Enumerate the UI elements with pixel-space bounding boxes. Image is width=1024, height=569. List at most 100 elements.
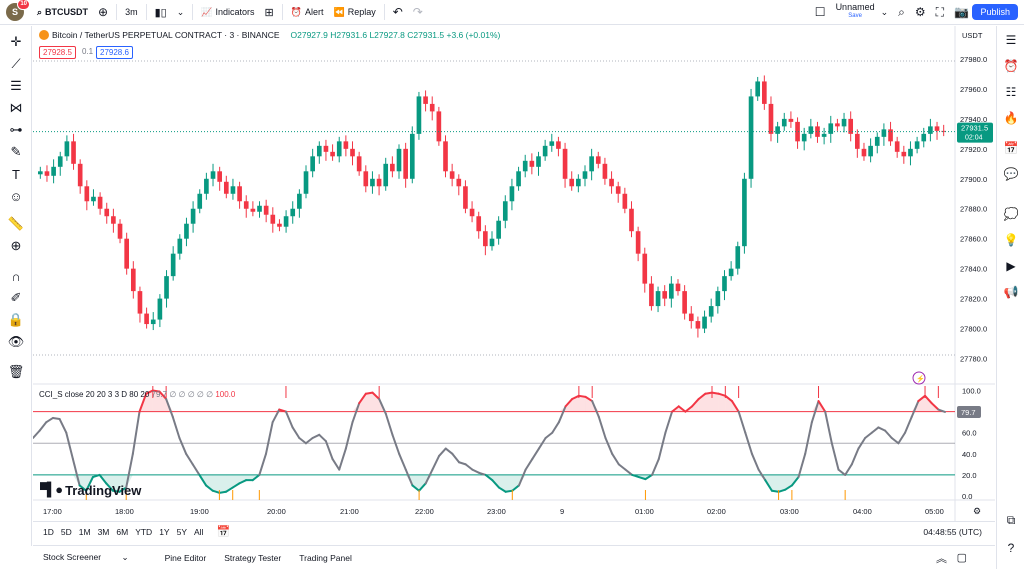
symbol-title[interactable]: Bitcoin / TetherUS PERPETUAL CONTRACT · … (52, 30, 280, 40)
drawing-toolbar: ✛ ⟋ ☰ ⋈ ⊶ ✎ T ☺ 📏 ⊕ ∩ ✐ 🔒 👁 🗑 (0, 26, 32, 546)
chart-canvas[interactable]: USDT 27980.0 27960.0 27940.0 27920.0 27900.0 2… (33, 26, 995, 521)
chart-area[interactable]: USDT 27980.0 27960.0 27940.0 27920.0 27900.0 2… (33, 26, 995, 521)
tab-stock-screener[interactable]: Stock Screener ⌄ (43, 552, 129, 562)
cci-line-segment (597, 415, 607, 439)
fib-retracement-icon[interactable]: ☰ (10, 78, 22, 93)
settings-button[interactable]: ⚙ (910, 0, 931, 25)
redo-button[interactable]: ↷ (408, 0, 428, 25)
range-1m[interactable]: 1M (78, 526, 91, 537)
lock-icon[interactable]: 🔒 (7, 312, 25, 327)
stay-in-drawing-icon[interactable]: ✐ (10, 290, 22, 305)
chat-icon[interactable]: 💭 (1003, 207, 1019, 221)
trash-icon[interactable]: 🗑 (7, 364, 25, 379)
range-all[interactable]: All (194, 526, 204, 537)
cci-line-segment (890, 437, 900, 445)
cci-line-segment (91, 473, 101, 479)
candle-body (157, 298, 163, 320)
prediction-icon[interactable]: ⊶ (9, 122, 23, 137)
cci-line-segment (930, 402, 940, 411)
news-icon[interactable]: ☷ (1005, 85, 1017, 99)
candle-body (649, 283, 654, 307)
range-ytd[interactable]: YTD (135, 526, 153, 537)
candle-body (270, 214, 276, 224)
tab-pine-editor[interactable]: Pine Editor (164, 552, 207, 563)
publish-button[interactable]: Publish (972, 4, 1018, 20)
calendar-icon[interactable]: 📅 (1003, 141, 1019, 155)
alert-button[interactable]: ⏰ Alert (290, 6, 324, 18)
cci-line-segment (238, 479, 248, 485)
hotlists-icon[interactable]: 🔥 (1003, 111, 1019, 125)
indicator-legend[interactable]: CCI_S close 20 20 3 3 D 80 20 79.7 ∅ ∅ ∅… (39, 390, 235, 399)
emoji-icon[interactable]: ☺ (9, 188, 23, 204)
cci-line-segment (804, 421, 813, 455)
tab-trading-panel[interactable]: Trading Panel (299, 552, 352, 563)
range-1d[interactable]: 1D (43, 526, 54, 537)
candle-body (423, 96, 428, 104)
streams-icon[interactable]: ▶ (1006, 259, 1016, 273)
cci-line-segment (884, 429, 893, 439)
time-tick-label: 03:00 (780, 507, 799, 516)
top-toolbar: S 10 ⌕ BTCUSDT ⊕ 3m ▮▯ ⌄ 📈 Indicators ⊞ ⏰ Al… (0, 0, 1024, 25)
quick-search-button[interactable]: ⌕ (893, 0, 910, 25)
ideas-icon[interactable]: 💬 (1003, 167, 1019, 181)
trend-line-icon[interactable]: ⟋ (11, 56, 21, 71)
eye-icon[interactable]: 👁 (7, 334, 25, 349)
lightbulb-icon[interactable]: 💡 (1003, 233, 1019, 247)
candle-body (609, 178, 614, 187)
range-6m[interactable]: 6M (116, 526, 129, 537)
pattern-icon[interactable]: ⋈ (9, 100, 23, 115)
candle-body (383, 163, 389, 187)
candle-body (449, 171, 455, 179)
undo-button[interactable]: ↶ (388, 0, 408, 25)
magnet-icon[interactable]: ∩ (11, 268, 21, 284)
go-to-date-icon[interactable]: 📅 (216, 526, 231, 538)
range-3m[interactable]: 3M (97, 526, 110, 537)
symbol-search[interactable]: ⌕ BTCUSDT (37, 6, 89, 18)
cci-line-segment (185, 452, 194, 466)
cci-line-segment (105, 482, 114, 492)
compare-symbol-button[interactable]: ⊕ (93, 0, 113, 25)
help-icon[interactable]: ? (1007, 541, 1015, 555)
replay-button[interactable]: ⏪ Replay (333, 6, 376, 18)
cci-line-segment (604, 437, 614, 455)
cci-line-segment (165, 397, 174, 418)
user-avatar[interactable]: S 10 (6, 0, 30, 21)
ask-price[interactable]: 27928.6 (96, 46, 133, 59)
tab-strategy-tester[interactable]: Strategy Tester (224, 552, 282, 563)
range-5d[interactable]: 5D (60, 526, 72, 537)
layout-button[interactable]: ☐ Unnamed Save ⌄ (814, 2, 889, 20)
candle-body (682, 291, 687, 314)
text-icon[interactable]: T (12, 166, 20, 182)
ruler-icon[interactable]: 📏 (7, 216, 25, 231)
zoom-in-icon[interactable]: ⊕ (10, 238, 22, 253)
bid-price[interactable]: 27928.5 (39, 46, 76, 59)
cci-line-segment (591, 400, 600, 418)
cci-line-segment (697, 392, 707, 400)
alerts-icon[interactable]: ⏰ (1003, 59, 1019, 73)
maximize-panel-icon[interactable]: ▢ (956, 552, 967, 564)
crosshair-icon[interactable]: ✛ (10, 34, 22, 49)
candle-body (237, 186, 242, 202)
layers-icon[interactable]: ⧉ (1006, 512, 1016, 527)
indicators-button[interactable]: 📈 Indicators (201, 6, 255, 18)
candle-body (164, 276, 169, 299)
fullscreen-button[interactable]: ⛶ (931, 0, 949, 25)
bar-style-button[interactable]: ▮▯ (150, 0, 172, 25)
candle-body (502, 201, 508, 221)
range-5y[interactable]: 5Y (176, 526, 187, 537)
cci-line-segment (431, 454, 441, 471)
watchlist-icon[interactable]: ☰ (1005, 33, 1017, 47)
snapshot-button[interactable]: 📷 (949, 0, 974, 25)
chart-type-dropdown[interactable]: ⌄ (172, 0, 190, 25)
collapse-panel-icon[interactable]: ︽ (936, 552, 947, 565)
range-1y[interactable]: 1Y (159, 526, 170, 537)
lightning-glyph: ⚡ (916, 374, 925, 383)
templates-button[interactable]: ⊞ (260, 0, 279, 25)
indicator-tick-label: 40.0 (962, 450, 977, 459)
broadcast-icon[interactable]: 📢 (1003, 285, 1019, 299)
brush-icon[interactable]: ✎ (10, 144, 22, 159)
cci-oversold-fill (798, 474, 806, 478)
interval-button[interactable]: 3m (125, 7, 138, 17)
tradingview-logo[interactable]: ▀▍● TradingView (40, 482, 142, 498)
clock-timezone[interactable]: 04:48:55 (UTC) (923, 526, 982, 537)
